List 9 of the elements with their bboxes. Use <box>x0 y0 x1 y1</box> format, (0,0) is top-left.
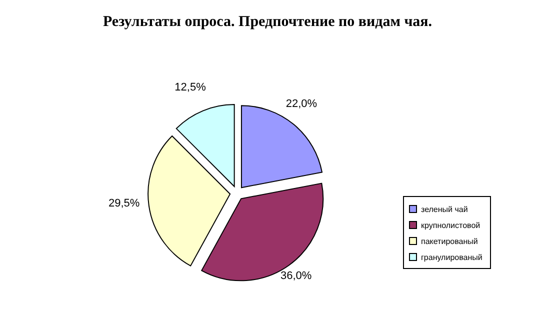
legend-label: крупнолистовой <box>421 220 480 230</box>
legend-label: гранулированый <box>421 252 482 262</box>
data-label: 12,5% <box>174 81 206 94</box>
data-label: 36,0% <box>280 270 312 282</box>
data-label: 29,5% <box>108 197 140 210</box>
legend-label: пакетированый <box>421 236 478 246</box>
data-label: 22,0% <box>286 98 318 110</box>
chart-title: Результаты опроса. Предпочтение по видам чая. <box>102 14 434 31</box>
legend-label: зеленый чай <box>421 204 468 214</box>
